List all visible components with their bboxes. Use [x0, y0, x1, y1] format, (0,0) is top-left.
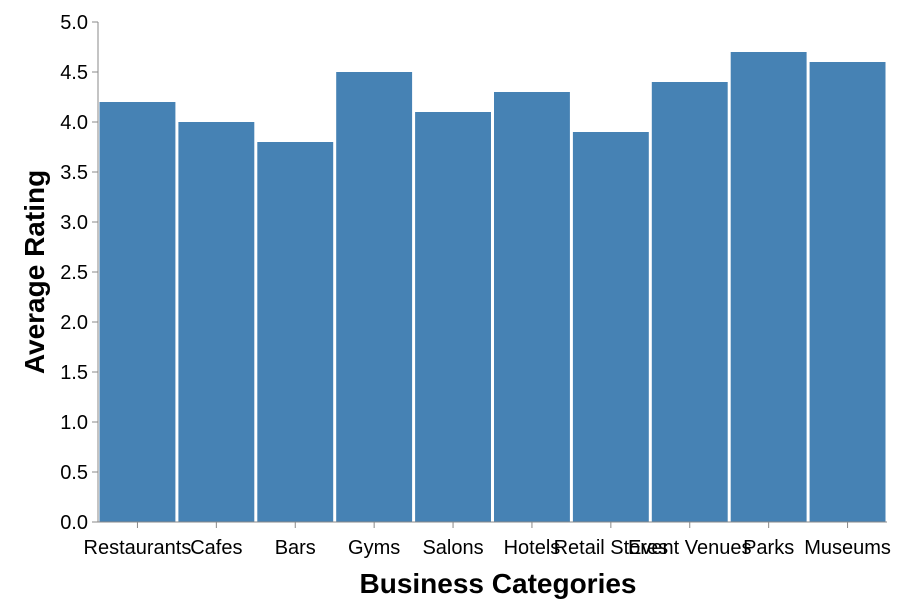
x-tick-label: Retail Stores [554, 537, 669, 559]
y-tick-label: 0.5 [60, 462, 88, 484]
x-tick-label: Gyms [348, 537, 400, 559]
bars-group [99, 52, 886, 522]
y-tick-label: 3.5 [60, 162, 88, 184]
y-tick-label: 5.0 [60, 12, 88, 34]
bar [415, 112, 491, 522]
y-tick-label: 1.0 [60, 412, 88, 434]
bar [99, 102, 176, 522]
bar [257, 142, 334, 522]
y-tick-label: 1.5 [60, 362, 88, 384]
y-axis: 0.0 0.5 1.0 1.5 2.0 2.5 3.0 3.5 4.0 4.5 5.0 [60, 12, 99, 534]
x-tick-label: Parks [743, 537, 794, 559]
bar [336, 72, 413, 522]
x-tick-label: Event Venues [628, 537, 751, 559]
y-tick-label: 3.0 [60, 212, 88, 234]
y-axis-title: Average Rating [19, 170, 50, 374]
x-tick-label: Cafes [190, 537, 242, 559]
x-axis-title: Business Categories [360, 568, 637, 599]
y-tick-label: 0.0 [60, 512, 88, 534]
x-tick-label: Restaurants [84, 537, 192, 559]
x-tick-label: Bars [275, 537, 316, 559]
y-tick-label: 2.5 [60, 262, 88, 284]
bar [730, 52, 807, 522]
x-tick-label: Salons [422, 537, 483, 559]
x-tick-label: Hotels [504, 537, 561, 559]
bar [651, 82, 728, 522]
bar [572, 132, 649, 522]
y-tick-label: 2.0 [60, 312, 88, 334]
bar [178, 122, 255, 522]
bar [494, 92, 570, 522]
x-tick-label: Museums [804, 537, 891, 559]
bar [809, 62, 886, 522]
y-tick-label: 4.5 [60, 62, 88, 84]
y-tick-label: 4.0 [60, 112, 88, 134]
